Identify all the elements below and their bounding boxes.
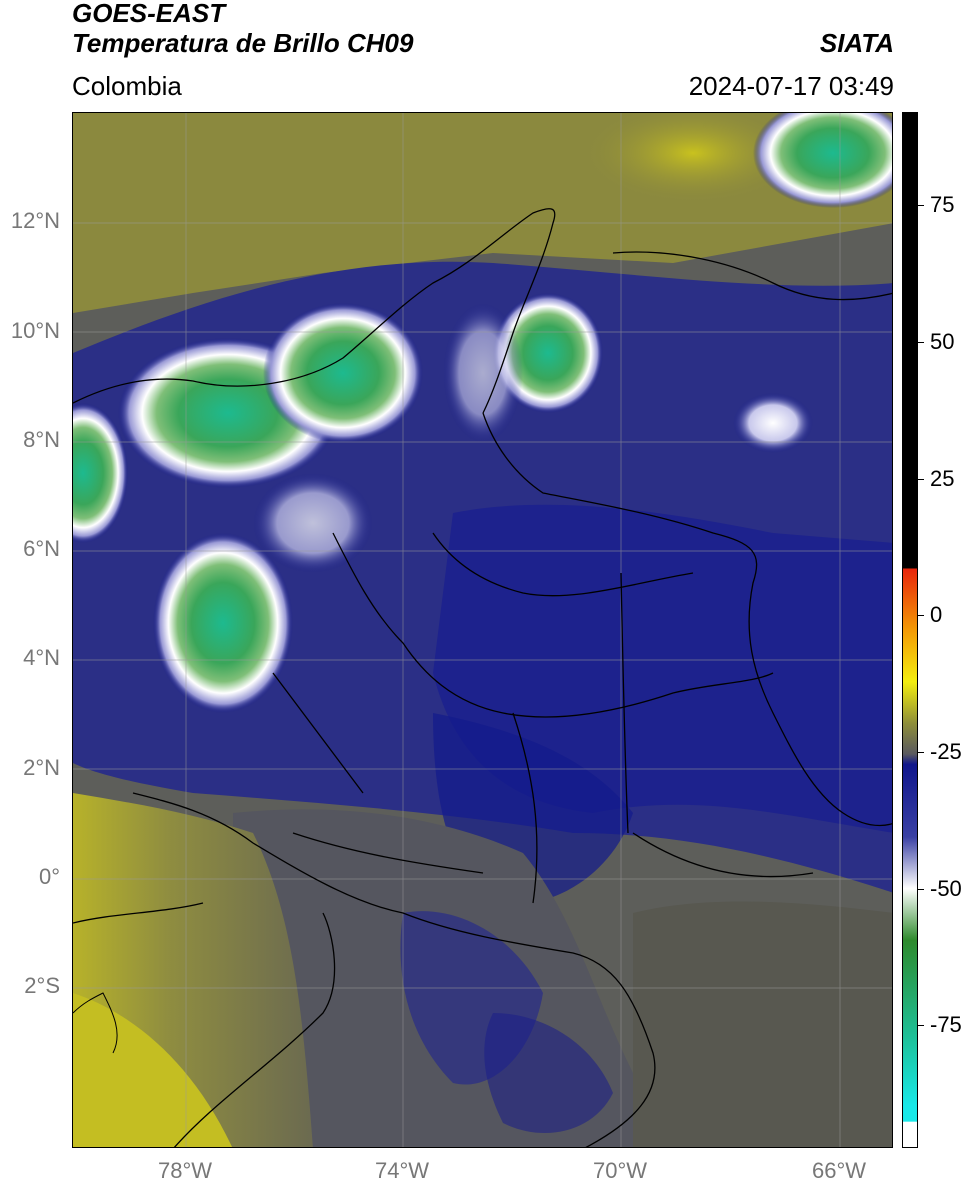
datetime-label: 2024-07-17 03:49 bbox=[688, 71, 894, 101]
satellite-title: GOES-EAST bbox=[72, 0, 226, 28]
lat-label-2n: 2°N bbox=[23, 755, 60, 780]
colorbar-tick-mark bbox=[918, 205, 924, 206]
satellite-map bbox=[72, 112, 893, 1148]
lon-label-66w: 66°W bbox=[811, 1158, 867, 1183]
lon-label-74w: 74°W bbox=[374, 1158, 430, 1183]
lon-label-78w: 78°W bbox=[157, 1158, 213, 1183]
colorbar-tick-mark bbox=[918, 615, 924, 616]
colorbar-tick-25: 25 bbox=[930, 466, 955, 491]
colorbar-tick-minus50: -50 bbox=[930, 876, 962, 901]
colorbar-tick-mark bbox=[918, 1025, 924, 1026]
colorbar bbox=[902, 112, 918, 1148]
colorbar-tick-mark bbox=[918, 889, 924, 890]
colorbar-tick-minus75: -75 bbox=[930, 1012, 962, 1037]
lon-label-70w: 70°W bbox=[592, 1158, 648, 1183]
region-label: Colombia bbox=[72, 71, 182, 101]
colorbar-gradient bbox=[903, 113, 917, 1147]
colorbar-tick-mark bbox=[918, 342, 924, 343]
organization-label: SIATA bbox=[819, 28, 894, 58]
colorbar-tick-0: 0 bbox=[930, 602, 943, 627]
lat-label-6n: 6°N bbox=[23, 536, 60, 561]
colorbar-tick-mark bbox=[918, 479, 924, 480]
colorbar-tick-mark bbox=[918, 752, 924, 753]
lat-label-10n: 10°N bbox=[10, 318, 60, 343]
colorbar-tick-50: 50 bbox=[930, 329, 955, 354]
product-title: Temperatura de Brillo CH09 bbox=[72, 28, 414, 58]
lat-label-8n: 8°N bbox=[23, 427, 60, 452]
satellite-image bbox=[73, 113, 892, 1147]
lat-label-4n: 4°N bbox=[23, 645, 60, 670]
lat-label-2s: 2°S bbox=[24, 973, 60, 998]
colorbar-tick-minus25: -25 bbox=[930, 739, 962, 764]
lat-label-0: 0° bbox=[38, 864, 60, 889]
lat-label-12n: 12°N bbox=[10, 208, 60, 233]
colorbar-tick-75: 75 bbox=[930, 192, 955, 217]
